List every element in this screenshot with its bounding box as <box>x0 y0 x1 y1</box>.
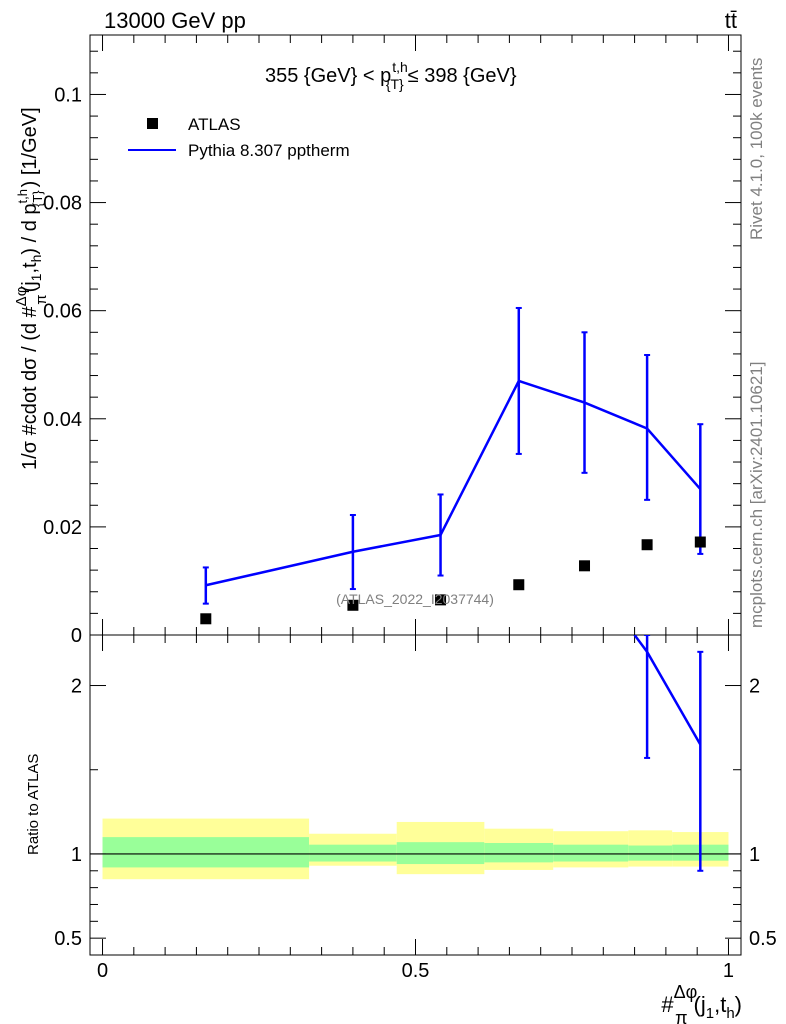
mc-line <box>205 379 702 587</box>
ratio-inner-band <box>628 845 673 861</box>
ylabel-sup: t,h <box>15 189 30 203</box>
main-axis-ticks <box>90 35 741 636</box>
data-point <box>347 599 359 611</box>
main-y-tick-label: 0.1 <box>54 84 82 106</box>
mc-error-bars <box>202 306 704 605</box>
ratio-tick-labels: 0.5 0.5 1 1 2 2 <box>54 676 777 951</box>
ylabel-post1: ) / d p <box>19 203 41 254</box>
ylabel-sub-h: h <box>28 255 44 263</box>
xlabel-args: (j <box>694 992 706 1017</box>
ylabel-post2: ) [1/GeV] <box>19 107 41 187</box>
ratio-uncertainty-bands <box>102 818 729 880</box>
data-point <box>579 560 591 572</box>
main-y-tick-label: 0.08 <box>43 193 82 215</box>
ratio-inner-band <box>102 837 310 868</box>
data-point <box>435 594 447 606</box>
ratio-mc-line <box>633 635 702 746</box>
ratio-inner-band <box>396 842 485 865</box>
main-y-tick-label: 0 <box>71 625 82 647</box>
ylabel-pre: 1/σ #cdot dσ / (d # <box>19 305 41 470</box>
legend-data-marker <box>147 118 158 129</box>
main-y-tick-label: 0.02 <box>43 517 82 539</box>
xlabel-num: Δφ <box>674 982 697 1002</box>
ratio-y-tick-label: 2 <box>71 676 82 698</box>
beam-label: 13000 GeV pp <box>104 8 246 33</box>
ratio-y-tick-label: 1 <box>71 844 82 866</box>
ratio-y-tick-label-right: 1 <box>749 844 760 866</box>
ratio-panel <box>89 634 742 956</box>
x-tick-label: 0 <box>97 960 108 982</box>
ratio-y-axis-label: Ratio to ATLAS <box>25 754 42 855</box>
xlabel-comma: ,t <box>714 992 726 1017</box>
ylabel-args: (j <box>19 281 41 292</box>
x-tick-label: 0.5 <box>402 960 430 982</box>
legend-mc-label: Pythia 8.307 pptherm <box>188 141 350 160</box>
rivet-version-label: Rivet 4.1.0, 100k events <box>747 58 766 240</box>
data-point <box>200 613 212 625</box>
legend-data-label: ATLAS <box>188 115 241 134</box>
ratio-axis-ticks <box>90 635 741 955</box>
plot-title: 355 {GeV} < pt,h {T} ≤ 398 {GeV} <box>265 59 517 92</box>
xlabel-close: ) <box>735 992 742 1017</box>
xlabel-den: π <box>675 1008 687 1024</box>
plot-title-sup: t,h <box>392 59 408 75</box>
x-tick-labels: 0 0.5 1 <box>97 960 734 982</box>
plot-title-post: ≤ 398 {GeV} <box>408 65 517 87</box>
main-y-tick-label: 0.04 <box>43 409 82 431</box>
ratio-inner-band <box>484 843 554 863</box>
mc-line-group <box>205 379 702 587</box>
data-point <box>641 539 653 551</box>
ylabel-frac-den: π <box>33 294 50 304</box>
xlabel-sub-h: h <box>726 1005 734 1022</box>
ratio-mc-clipped <box>633 635 704 872</box>
data-points <box>200 536 706 625</box>
plot-title-sub: {T} <box>386 76 404 92</box>
ratio-panel-frame <box>89 634 742 956</box>
main-y-tick-label: 0.06 <box>43 301 82 323</box>
ylabel-frac-num: Δφ <box>13 286 30 306</box>
analysis-watermark: (ATLAS_2022_I2037744) <box>336 591 494 607</box>
ratio-mc-group <box>633 635 704 872</box>
process-label: tt̄ <box>725 8 737 33</box>
ratio-inner-band <box>309 844 397 862</box>
ratio-inner-band <box>553 844 629 862</box>
ylabel-sub-1: 1 <box>28 273 44 281</box>
x-tick-label: 1 <box>723 960 734 982</box>
x-axis-label: #Δφ π (j1,th) <box>661 982 742 1024</box>
main-y-axis-label: 1/σ #cdot dσ / (d #Δφ π (j1,th) / d pt,h{T… <box>13 107 50 470</box>
data-point <box>694 536 706 548</box>
ratio-y-tick-label: 0.5 <box>54 928 82 950</box>
main-y-tick-labels: 0 0.02 0.04 0.06 0.08 0.1 <box>43 84 82 647</box>
ratio-y-tick-label-right: 2 <box>749 676 760 698</box>
ylabel-sub: {T} <box>30 190 45 207</box>
plot-title-pre: 355 {GeV} < p <box>265 65 391 87</box>
ylabel-mid: ,t <box>19 262 41 274</box>
xlabel-sub-1: 1 <box>706 1005 714 1022</box>
data-point <box>513 579 525 591</box>
source-label: mcplots.cern.ch [arXiv:2401.10621] <box>747 362 766 628</box>
ratio-y-tick-label-right: 0.5 <box>749 928 777 950</box>
xlabel-hash: # <box>661 992 674 1017</box>
